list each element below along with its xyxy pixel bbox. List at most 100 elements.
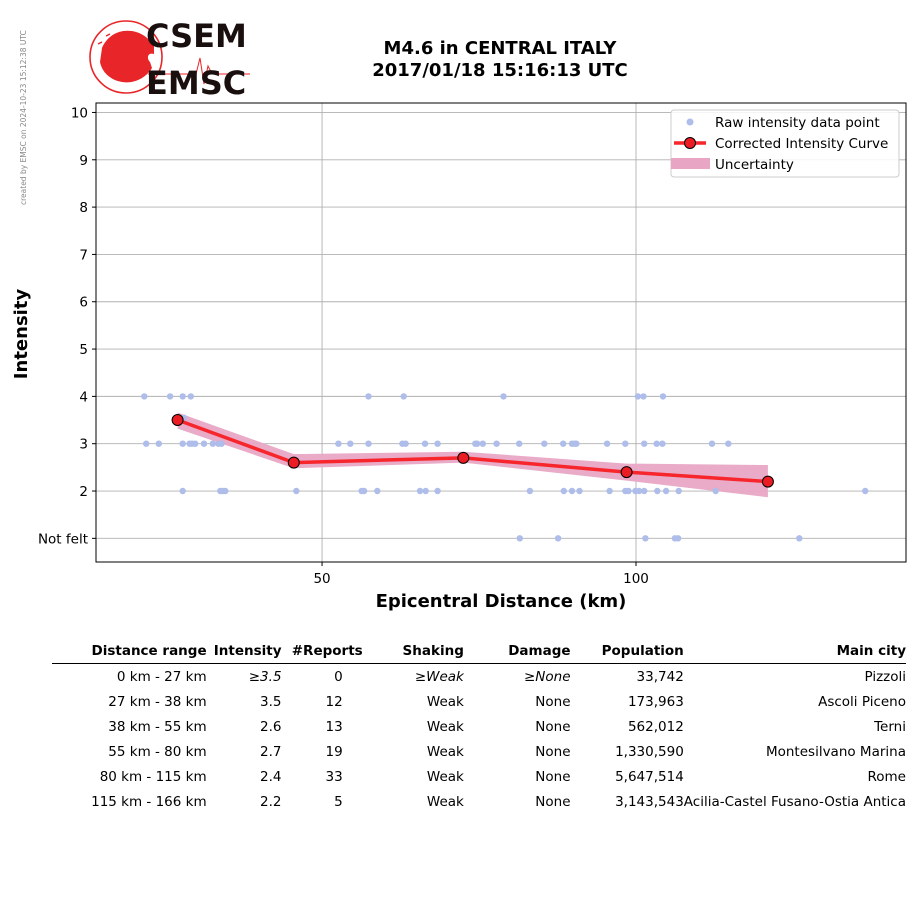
raw-data-point [653, 440, 660, 447]
header-population: Population [570, 641, 684, 664]
header-distance: Distance range [52, 641, 207, 664]
cell-intensity: 3.5 [260, 693, 282, 710]
table-row: 80 km - 115 km 2.4 33 Weak None 5,647,51… [52, 764, 906, 789]
raw-data-point [725, 440, 732, 447]
y-tick-label: Not felt [38, 531, 88, 547]
header-main-city: Main city [683, 641, 906, 664]
uncertainty-band [177, 412, 768, 498]
header-shaking: Shaking [362, 641, 464, 664]
raw-data-point [634, 393, 642, 400]
raw-data-point [560, 440, 567, 447]
cell-distance: 115 km - 166 km [91, 793, 207, 810]
cell-main-city: Acilia-Castel Fusano-Ostia Antica [683, 793, 906, 810]
raw-data-point [166, 393, 174, 400]
raw-data-point [374, 487, 381, 495]
cell-damage: None [535, 693, 571, 710]
corrected-intensity-point [620, 466, 633, 479]
raw-data-point [568, 487, 576, 495]
raw-data-point [573, 440, 580, 447]
raw-data-point [347, 440, 354, 447]
raw-data-point [360, 487, 368, 495]
raw-data-point [335, 440, 342, 447]
raw-data-point [222, 487, 229, 495]
cell-damage: None [535, 718, 571, 735]
raw-data-point [155, 440, 162, 447]
raw-data-point [473, 440, 481, 447]
raw-data-point [179, 440, 186, 447]
corrected-intensity-point [171, 414, 184, 426]
raw-data-point [659, 440, 666, 447]
y-tick-label: 8 [79, 200, 88, 216]
plot-frame [95, 102, 907, 563]
raw-data-point [560, 487, 567, 495]
raw-data-point [603, 440, 611, 447]
chart-title: M4.6 in CENTRAL ITALY 2017/01/18 15:16:1… [300, 38, 700, 82]
cell-intensity: 2.7 [260, 743, 282, 760]
y-tick-label: 7 [79, 247, 88, 263]
y-tick-label: 10 [71, 105, 88, 121]
x-tick-label: 100 [623, 571, 649, 587]
cell-shaking: Weak [426, 743, 464, 760]
raw-data-point [712, 487, 719, 495]
raw-data-point [141, 393, 148, 400]
logo-text-csem: CSEM [146, 18, 247, 55]
cell-damage: ≥None [523, 668, 571, 685]
cell-intensity: 2.6 [260, 718, 282, 735]
axis-ticks: Not felt 2 3 4 5 6 7 8 9 10 50 100 [38, 105, 649, 587]
raw-data-point [479, 440, 486, 447]
title-line-2: 2017/01/18 15:16:13 UTC [372, 60, 628, 81]
raw-data-point [365, 440, 372, 447]
cell-shaking: ≥Weak [414, 668, 464, 685]
cell-reports: 13 [325, 718, 343, 735]
cell-shaking: Weak [426, 768, 464, 785]
raw-data-point [708, 440, 716, 447]
table-row: 115 km - 166 km 2.2 5 Weak None 3,143,54… [52, 789, 906, 814]
raw-data-point [622, 440, 629, 447]
raw-data-point [554, 535, 562, 542]
header-damage: Damage [463, 641, 571, 664]
x-axis-label: Epicentral Distance (km) [376, 591, 627, 612]
cell-population: 3,143,543 [615, 793, 684, 810]
raw-data-point [576, 487, 583, 495]
cell-main-city: Rome [867, 768, 907, 785]
raw-data-point [641, 440, 648, 447]
y-axis-label: Intensity [11, 289, 32, 380]
table-header-row: Distance range Intensity #Reports Shakin… [52, 641, 906, 664]
cell-shaking: Weak [426, 718, 464, 735]
raw-data-point [293, 487, 300, 495]
cell-population: 33,742 [636, 668, 684, 685]
raw-data-point [526, 487, 534, 495]
cell-main-city: Ascoli Piceno [818, 693, 906, 710]
intensity-chart: Not felt 2 3 4 5 6 7 8 9 10 50 100 Epicentral Dista… [11, 102, 907, 612]
cell-damage: None [535, 743, 571, 760]
cell-reports: 12 [325, 693, 343, 710]
cell-distance: 80 km - 115 km [99, 768, 207, 785]
raw-data-point [635, 487, 643, 495]
cell-distance: 38 km - 55 km [108, 718, 207, 735]
cell-distance: 27 km - 38 km [108, 693, 207, 710]
corrected-intensity-point [287, 456, 300, 469]
y-tick-label: 9 [79, 153, 88, 169]
cell-reports: 19 [325, 743, 343, 760]
raw-data-point [187, 393, 194, 400]
y-tick-label: 4 [79, 389, 88, 405]
raw-data-point [209, 440, 216, 447]
raw-data-point [659, 393, 667, 400]
corrected-intensity-point [457, 451, 470, 464]
legend-band-swatch [671, 158, 710, 169]
raw-data-point [200, 440, 208, 447]
raw-data-point [654, 487, 661, 495]
cell-damage: None [535, 768, 571, 785]
legend-raw-label: Raw intensity data point [715, 115, 880, 131]
raw-data-point [640, 393, 647, 400]
y-tick-label: 3 [79, 437, 88, 453]
raw-data-point [400, 393, 407, 400]
raw-data-point [516, 535, 523, 542]
raw-data-point [192, 440, 199, 447]
raw-data-point [606, 487, 613, 495]
raw-data-point [218, 440, 225, 447]
raw-data-point [516, 440, 523, 447]
cell-population: 562,012 [627, 718, 684, 735]
legend-curve-label: Corrected Intensity Curve [715, 136, 888, 152]
